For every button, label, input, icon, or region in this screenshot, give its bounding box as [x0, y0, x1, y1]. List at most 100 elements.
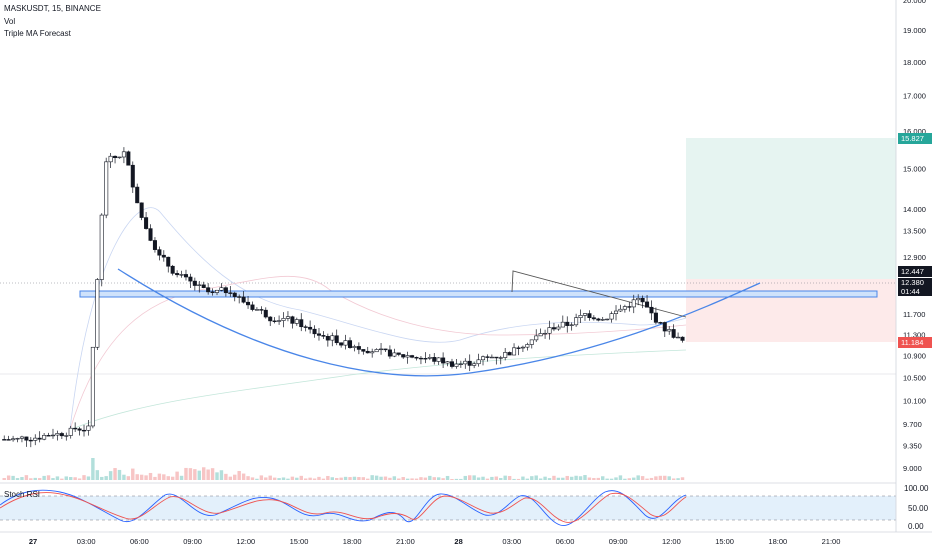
- volume-bar: [135, 474, 139, 480]
- volume-bar: [499, 478, 503, 480]
- candle-body: [90, 346, 95, 427]
- candle-body: [649, 306, 654, 314]
- volume-bar: [419, 477, 423, 480]
- countdown-tag: 01:44: [898, 287, 932, 296]
- candle-body: [640, 297, 645, 303]
- volume-bar: [255, 478, 259, 480]
- candle-body: [494, 356, 499, 359]
- price-tick-label: 18.000: [903, 58, 926, 67]
- candle-body: [387, 349, 392, 357]
- candle-body: [512, 347, 517, 356]
- candle-body: [401, 354, 406, 358]
- volume-bar: [521, 476, 525, 480]
- handle-line: [511, 270, 687, 318]
- time-tick-label: 06:00: [130, 537, 149, 546]
- volume-bar: [445, 475, 450, 480]
- price-tick-label: 9.000: [903, 464, 922, 473]
- candle-body: [556, 326, 561, 330]
- candle-body: [281, 318, 286, 321]
- volume-bar: [312, 478, 317, 480]
- candle-body: [179, 274, 184, 276]
- candle-body: [374, 349, 379, 353]
- price-tick-label: 16.000: [903, 127, 926, 136]
- candle-body: [201, 284, 206, 288]
- volume-bars: [2, 458, 685, 480]
- candle-body: [627, 306, 632, 308]
- volume-bar: [69, 477, 73, 480]
- volume-bar: [272, 477, 277, 480]
- volume-bar: [432, 477, 436, 480]
- stop-zone: [686, 279, 896, 342]
- candle-body: [272, 320, 277, 322]
- volume-bar: [614, 477, 618, 480]
- volume-bar: [379, 476, 383, 480]
- volume-bar: [352, 476, 357, 480]
- candle-body: [6, 439, 11, 441]
- candle-body: [622, 306, 627, 310]
- candle-body: [2, 439, 7, 441]
- candle-body: [50, 434, 55, 437]
- volume-bar: [179, 475, 184, 480]
- volume-bar: [37, 478, 42, 480]
- volume-bar: [321, 478, 326, 480]
- time-tick-label: 18:00: [343, 537, 362, 546]
- candle-body: [294, 319, 299, 324]
- price-tick-label: 13.500: [903, 226, 926, 235]
- volume-bar: [543, 476, 547, 480]
- vol-label: Vol: [4, 17, 16, 26]
- volume-bar: [20, 477, 24, 480]
- volume-bar: [326, 475, 330, 480]
- volume-bar: [24, 475, 29, 480]
- candle-body: [28, 439, 33, 442]
- volume-bar: [175, 471, 179, 480]
- candle-body: [170, 265, 175, 274]
- candle-body: [467, 360, 472, 366]
- candle-body: [560, 321, 565, 328]
- ma-slow: [69, 349, 687, 431]
- price-tick-label: 12.900: [903, 253, 926, 262]
- candle-body: [605, 318, 610, 321]
- volume-bar: [423, 477, 428, 480]
- volume-bar: [534, 475, 538, 480]
- candle-body: [117, 156, 122, 159]
- volume-bar: [170, 476, 175, 480]
- volume-bar: [268, 475, 272, 480]
- candle-body: [299, 319, 304, 328]
- volume-bar: [459, 478, 463, 480]
- volume-bar: [166, 476, 170, 480]
- ma-mid: [69, 275, 687, 431]
- candle-body: [321, 335, 326, 337]
- volume-bar: [277, 478, 281, 480]
- candle-body: [77, 428, 82, 431]
- volume-bar: [383, 476, 388, 480]
- volume-bar: [108, 471, 113, 480]
- volume-bar: [485, 478, 490, 480]
- candle-body: [569, 324, 574, 326]
- candle-body: [591, 317, 596, 320]
- candle-body: [73, 427, 78, 430]
- volume-bar: [339, 477, 343, 480]
- candle-body: [596, 318, 601, 321]
- volume-bar: [33, 477, 37, 480]
- volume-bar: [55, 476, 60, 480]
- candle-body: [676, 336, 681, 339]
- stoch-scale-100: 100.00: [904, 484, 929, 493]
- candle-body: [192, 280, 197, 286]
- volume-bar: [392, 476, 397, 480]
- volume-bar: [636, 475, 640, 480]
- volume-bar: [228, 476, 233, 480]
- candle-body: [516, 347, 521, 349]
- volume-bar: [184, 467, 188, 480]
- volume-bar: [64, 476, 68, 480]
- candle-body: [405, 355, 410, 358]
- candle-body: [330, 335, 335, 341]
- candle-body: [126, 151, 131, 166]
- candle-body: [392, 352, 397, 357]
- price-tick-label: 11.300: [903, 331, 925, 340]
- volume-bar: [295, 477, 299, 480]
- volume-bar: [11, 475, 15, 480]
- volume-bar: [210, 468, 215, 480]
- price-tick-label: 10.100: [903, 396, 926, 405]
- volume-bar: [401, 477, 405, 480]
